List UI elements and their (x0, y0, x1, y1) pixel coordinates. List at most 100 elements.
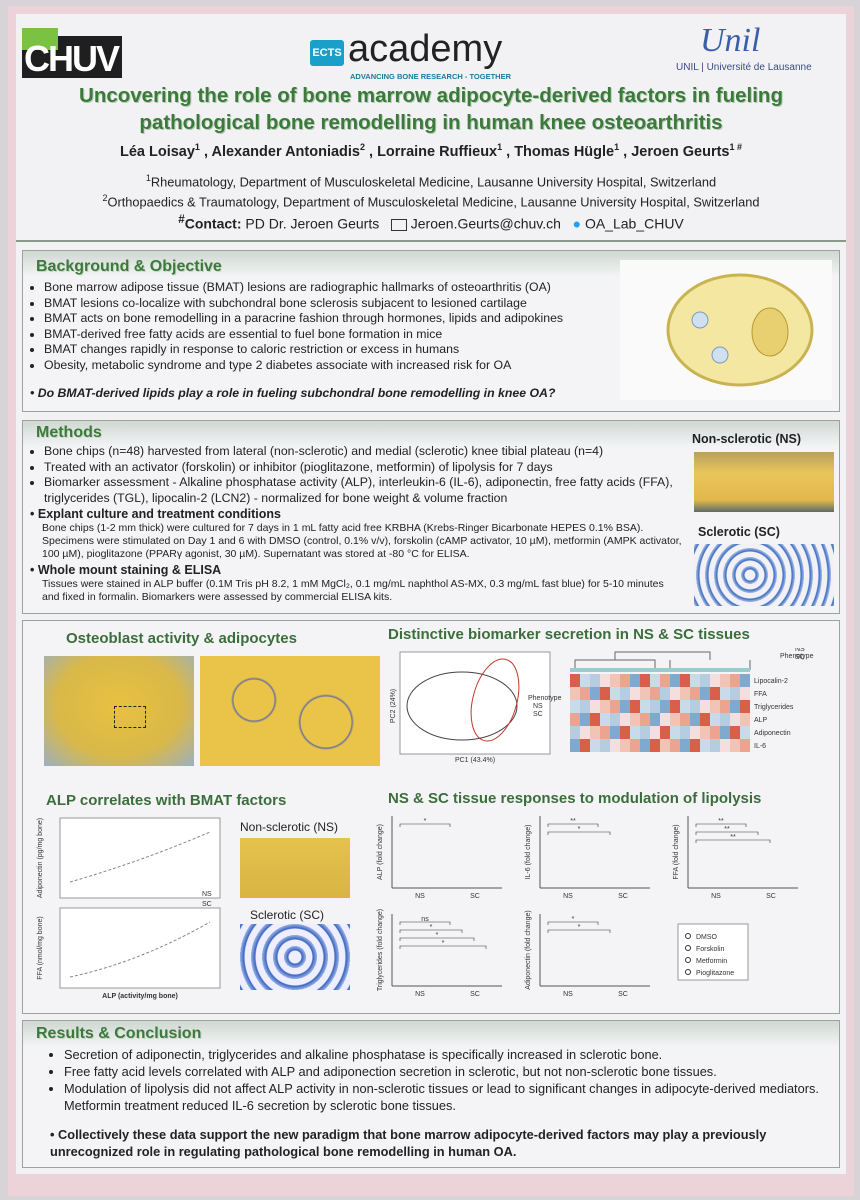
heatmap-cell (610, 726, 620, 739)
results-section (22, 1020, 840, 1168)
heatmap-cell (670, 739, 680, 752)
heatmap-cell (650, 739, 660, 752)
heatmap-cell (710, 674, 720, 687)
heatmap-cell (710, 726, 720, 739)
heatmap-row-label: IL-6 (754, 743, 766, 750)
significance-mark: ** (724, 826, 730, 833)
background-bullets: Bone marrow adipose tissue (BMAT) lesion… (30, 280, 634, 373)
heatmap-cell (660, 687, 670, 700)
methods-bullets: Bone chips (n=48) harvested from lateral… (30, 444, 704, 506)
contact-twitter[interactable]: OA_Lab_CHUV (584, 215, 684, 232)
logo-left-accent (22, 28, 58, 50)
significance-mark: * (424, 818, 427, 825)
bullet: Free fatty acid levels correlated with A… (64, 1063, 824, 1080)
author-name: Jeroen Geurts (631, 143, 730, 160)
logo-center: academy (348, 28, 503, 70)
heatmap-cell (570, 700, 580, 713)
heatmap-cell (740, 674, 750, 687)
heatmap-cell (580, 726, 590, 739)
heatmap-cell (630, 674, 640, 687)
heatmap-cell (660, 739, 670, 752)
heatmap-cell (650, 713, 660, 726)
heatmap-cell (690, 713, 700, 726)
email-icon (390, 218, 407, 231)
author-affiliation: 1 # (729, 142, 743, 152)
heatmap-cell (700, 713, 710, 726)
heatmap-cell (610, 713, 620, 726)
author-affiliation: 1 (497, 142, 503, 152)
legend-item: Pioglitazone (696, 970, 734, 977)
heatmap-cell (590, 739, 600, 752)
heatmap-cell (700, 700, 710, 713)
heatmap-cell (630, 713, 640, 726)
contact-email[interactable]: Jeroen.Geurts@chuv.ch (410, 215, 561, 232)
heatmap-row-label: FFA (754, 691, 767, 698)
heatmap-cell (660, 700, 670, 713)
logo-right: Unil (700, 22, 761, 59)
bullet: Obesity, metabolic syndrome and type 2 d… (44, 358, 634, 374)
group-label: NS (711, 893, 721, 900)
y-axis-label: FFA (nmol/mg bone) (37, 916, 44, 979)
lipid-droplet (751, 307, 789, 357)
heatmap-cell (680, 674, 690, 687)
significance-bracket (399, 921, 451, 925)
heatmap-cell (620, 726, 630, 739)
figure-title: ALP correlates with BMAT factors (46, 792, 287, 809)
title: Uncovering the role of bone marrow adipo… (16, 82, 846, 136)
heatmap-cell (690, 674, 700, 687)
heatmap-cell (690, 687, 700, 700)
legend-item: DMSO (696, 934, 718, 941)
question-text: Do BMAT-derived lipids play a role in fu… (37, 386, 556, 400)
research-question: • Do BMAT-derived lipids play a role in … (30, 386, 556, 400)
heatmap-cell (630, 726, 640, 739)
subsection-text: Bone chips (1-2 mm thick) were cultured … (42, 522, 682, 560)
heatmap-cell (720, 700, 730, 713)
heatmap-cell (740, 700, 750, 713)
heatmap-cell (580, 674, 590, 687)
image-label: Non-sclerotic (NS) (692, 432, 802, 446)
author-affiliation: 2 (360, 142, 366, 152)
group-label: NS (563, 893, 573, 900)
heatmap-cell (650, 674, 660, 687)
significance-bracket (695, 823, 747, 827)
group-label: NS (415, 991, 425, 998)
significance-bracket (399, 823, 451, 827)
bullet: Secretion of adiponectin, triglycerides … (64, 1046, 824, 1063)
image-label: Sclerotic (SC) (698, 525, 780, 539)
bullet: BMAT-derived free fatty acids are essent… (44, 327, 634, 343)
heatmap-cell (590, 687, 600, 700)
sc-image (694, 544, 834, 606)
significance-bracket (399, 929, 463, 933)
heatmap-cell (700, 726, 710, 739)
subsection-text: Tissues were stained in ALP buffer (0.1M… (42, 578, 664, 603)
bullet: BMAT acts on bone remodelling in a parac… (44, 311, 634, 327)
section-heading: Methods (36, 424, 102, 441)
author-name: Lorraine Ruffieux (377, 143, 498, 160)
group-label: SC (766, 893, 776, 900)
section-heading: Results & Conclusion (36, 1025, 202, 1042)
y-axis-label: FFA (fold change) (673, 824, 680, 879)
heatmap-cell (600, 739, 610, 752)
legend-item: Metformin (696, 958, 727, 965)
heatmap-cell (640, 726, 650, 739)
heatmap-cell (650, 687, 660, 700)
ns-ellipse (406, 671, 518, 741)
pca-legend: SC (533, 711, 543, 718)
heatmap-cell (620, 687, 630, 700)
significance-mark: ** (730, 834, 736, 841)
results-bullets: Secretion of adiponectin, triglycerides … (50, 1046, 824, 1114)
zoom-box (114, 706, 146, 728)
receptor (691, 311, 709, 329)
image-label: Non-sclerotic (NS) (240, 820, 339, 834)
heatmap-cell (740, 687, 750, 700)
heatmap-cell (700, 687, 710, 700)
plot-frame (59, 817, 221, 899)
affiliation: 2Orthopaedics & Traumatology, Department… (16, 190, 846, 210)
figure-title: NS & SC tissue responses to modulation o… (388, 790, 762, 807)
figure-title: Osteoblast activity & adipocytes (66, 630, 297, 647)
heatmap-cell (680, 726, 690, 739)
sc-ellipse (470, 658, 520, 742)
heatmap-cell (650, 726, 660, 739)
heatmap-cell (680, 739, 690, 752)
heatmap-cell (730, 687, 740, 700)
